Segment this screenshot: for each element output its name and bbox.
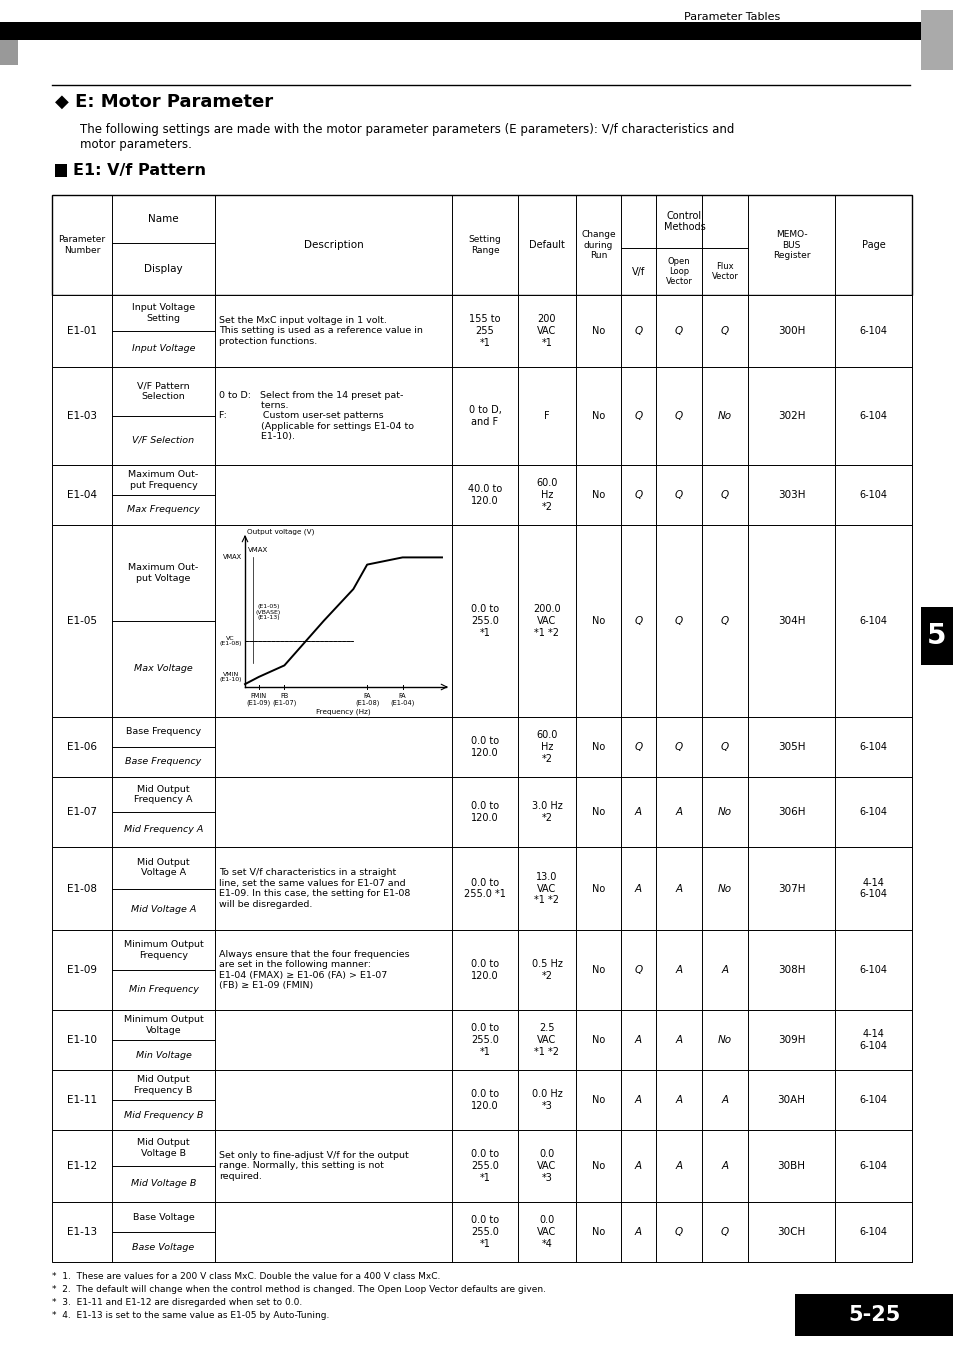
- Text: Mid Voltage B: Mid Voltage B: [131, 1180, 196, 1188]
- Text: Q: Q: [674, 743, 682, 752]
- Text: E1-06: E1-06: [67, 743, 97, 752]
- Bar: [52, 194, 911, 296]
- Text: 308H: 308H: [777, 965, 804, 975]
- Text: V/F Selection: V/F Selection: [132, 436, 194, 446]
- Text: A: A: [720, 1161, 728, 1170]
- Text: 307H: 307H: [777, 883, 804, 894]
- Text: 0.0 to
255.0
*1: 0.0 to 255.0 *1: [471, 1149, 498, 1183]
- Text: No: No: [718, 410, 731, 421]
- Text: A: A: [635, 883, 641, 894]
- Text: Q: Q: [634, 325, 642, 336]
- Bar: [52, 846, 911, 930]
- Text: 6-104: 6-104: [859, 1161, 886, 1170]
- Text: Q: Q: [674, 616, 682, 626]
- Text: Name: Name: [148, 215, 178, 224]
- Bar: [52, 1202, 911, 1262]
- Bar: [52, 1130, 911, 1202]
- Text: 60.0
Hz
*2: 60.0 Hz *2: [536, 730, 558, 764]
- Text: A: A: [635, 1161, 641, 1170]
- Text: A: A: [635, 1035, 641, 1045]
- Text: 0.0 to
255.0
*1: 0.0 to 255.0 *1: [471, 605, 498, 637]
- Bar: [52, 296, 911, 367]
- Text: Mid Output
Voltage A: Mid Output Voltage A: [137, 859, 190, 878]
- Text: A: A: [675, 807, 681, 817]
- Text: Default: Default: [529, 240, 564, 250]
- Text: 200
VAC
*1: 200 VAC *1: [537, 315, 556, 347]
- Text: FB
(E1-07): FB (E1-07): [272, 693, 296, 706]
- Text: A: A: [635, 1095, 641, 1106]
- Text: FMIN
(E1-09): FMIN (E1-09): [247, 693, 271, 706]
- Text: E1-11: E1-11: [67, 1095, 97, 1106]
- Text: 304H: 304H: [777, 616, 804, 626]
- Text: Minimum Output
Voltage: Minimum Output Voltage: [124, 1015, 203, 1034]
- Text: E1-12: E1-12: [67, 1161, 97, 1170]
- Text: The following settings are made with the motor parameter parameters (E parameter: The following settings are made with the…: [80, 123, 734, 151]
- Bar: [52, 1071, 911, 1130]
- Text: No: No: [591, 325, 604, 336]
- Text: 0.0 to
120.0: 0.0 to 120.0: [471, 801, 498, 822]
- Text: Open
Loop
Vector: Open Loop Vector: [665, 256, 692, 286]
- Text: 200.0
VAC
*1 *2: 200.0 VAC *1 *2: [533, 605, 560, 637]
- Text: VMIN
(E1-10): VMIN (E1-10): [219, 671, 242, 682]
- Bar: [52, 778, 911, 846]
- Text: No: No: [591, 883, 604, 894]
- Text: 300H: 300H: [777, 325, 804, 336]
- Bar: [0, 22, 920, 40]
- Text: *  1.  These are values for a 200 V class MxC. Double the value for a 400 V clas: * 1. These are values for a 200 V class …: [52, 1272, 440, 1281]
- Text: 0.0
VAC
*3: 0.0 VAC *3: [537, 1149, 556, 1183]
- Text: *  4.  E1-13 is set to the same value as E1-05 by Auto-Tuning.: * 4. E1-13 is set to the same value as E…: [52, 1311, 329, 1320]
- Text: Change
during
Run: Change during Run: [580, 230, 616, 261]
- Text: A: A: [675, 1035, 681, 1045]
- Text: Q: Q: [634, 490, 642, 500]
- Text: A: A: [720, 1095, 728, 1106]
- Text: Q: Q: [634, 743, 642, 752]
- Text: A: A: [675, 965, 681, 975]
- Text: 6-104: 6-104: [859, 490, 886, 500]
- Text: Mid Frequency A: Mid Frequency A: [124, 825, 203, 834]
- Text: 302H: 302H: [777, 410, 804, 421]
- Text: No: No: [591, 1095, 604, 1106]
- Text: 3.0 Hz
*2: 3.0 Hz *2: [531, 801, 561, 822]
- Text: F: F: [543, 410, 549, 421]
- Text: No: No: [591, 965, 604, 975]
- Text: E1-01: E1-01: [67, 325, 97, 336]
- Text: E1-13: E1-13: [67, 1227, 97, 1237]
- Text: 303H: 303H: [777, 490, 804, 500]
- Text: *  3.  E1-11 and E1-12 are disregarded when set to 0.0.: * 3. E1-11 and E1-12 are disregarded whe…: [52, 1297, 302, 1307]
- Bar: [920, 9, 953, 70]
- Text: 155 to
255
*1: 155 to 255 *1: [469, 315, 500, 347]
- Text: Set the MxC input voltage in 1 volt.
This setting is used as a reference value i: Set the MxC input voltage in 1 volt. Thi…: [219, 316, 422, 346]
- Text: 4-14
6-104: 4-14 6-104: [859, 878, 886, 899]
- Text: 0.0 Hz
*3: 0.0 Hz *3: [531, 1089, 561, 1111]
- Bar: [55, 163, 67, 177]
- Text: Q: Q: [720, 1227, 728, 1237]
- Text: No: No: [591, 1227, 604, 1237]
- Text: Q: Q: [634, 965, 642, 975]
- Text: MEMO-
BUS
Register: MEMO- BUS Register: [772, 230, 809, 261]
- Text: 306H: 306H: [777, 807, 804, 817]
- Text: Mid Voltage A: Mid Voltage A: [131, 904, 196, 914]
- Text: 6-104: 6-104: [859, 743, 886, 752]
- Text: Output voltage (V): Output voltage (V): [247, 529, 314, 535]
- Text: No: No: [718, 883, 731, 894]
- Text: 6-104: 6-104: [859, 965, 886, 975]
- Text: 5-25: 5-25: [848, 1305, 901, 1324]
- Text: Base Voltage: Base Voltage: [132, 1212, 194, 1222]
- Text: Maximum Out-
put Voltage: Maximum Out- put Voltage: [129, 563, 198, 583]
- Text: Q: Q: [720, 325, 728, 336]
- Text: Input Voltage: Input Voltage: [132, 344, 195, 354]
- Text: 2.5
VAC
*1 *2: 2.5 VAC *1 *2: [534, 1023, 558, 1057]
- Text: Input Voltage
Setting: Input Voltage Setting: [132, 304, 194, 323]
- Text: Base Voltage: Base Voltage: [132, 1242, 194, 1251]
- Text: Mid Frequency B: Mid Frequency B: [124, 1111, 203, 1119]
- Text: A: A: [635, 1227, 641, 1237]
- Text: E1-05: E1-05: [67, 616, 97, 626]
- Text: E1-07: E1-07: [67, 807, 97, 817]
- Text: (E1-05)
(VBASE)
(E1-13): (E1-05) (VBASE) (E1-13): [255, 603, 281, 621]
- Text: 6-104: 6-104: [859, 1227, 886, 1237]
- Bar: [52, 464, 911, 525]
- Text: 0.0 to
255.0 *1: 0.0 to 255.0 *1: [463, 878, 505, 899]
- Text: Set only to fine-adjust V/f for the output
range. Normally, this setting is not
: Set only to fine-adjust V/f for the outp…: [219, 1152, 408, 1181]
- Text: A: A: [675, 883, 681, 894]
- Text: Min Voltage: Min Voltage: [135, 1050, 192, 1060]
